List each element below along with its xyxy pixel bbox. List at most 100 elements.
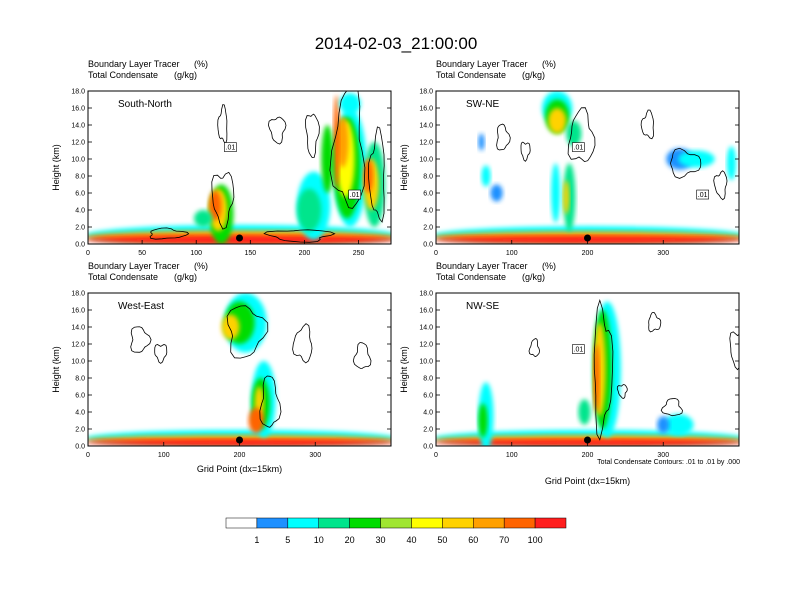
colorbar-swatch [349,517,381,529]
condensate-contour [267,116,287,145]
y-tick-label: 12.0 [419,140,433,147]
contour-label-box [572,142,585,152]
colorbar-swatch [256,517,289,529]
x-tick-label: 200 [582,452,594,459]
panel-title-condensate-units: (g/kg) [174,70,197,80]
y-tick-label: 18.0 [71,291,85,298]
y-tick-label: 8.0 [75,174,85,181]
tracer-blob [336,116,349,168]
contour-label: .01 [350,192,360,199]
condensate-contour [520,141,531,162]
condensate-contour [352,342,372,369]
surface-point-marker [236,234,243,242]
tracer-blob [194,210,213,227]
colorbar-label: 60 [468,535,478,545]
condensate-contour [211,171,235,230]
panel-title-tracer-units: (%) [542,59,556,69]
x-tick-label: 200 [299,250,311,257]
y-tick-label: 10.0 [419,359,433,366]
condensate-contour [329,91,366,209]
panel-title-tracer: Boundary Layer Tracer [88,261,180,271]
panel-south-north: Boundary Layer Tracer (%) Total Condensate… [51,59,392,257]
x-tick-label: 50 [138,250,146,257]
tracer-blob [548,108,567,134]
contour-label: .01 [574,347,584,354]
x-tick-label: 100 [506,452,518,459]
colorbar-label: 5 [285,535,290,545]
panel-title-tracer-units: (%) [194,261,208,271]
y-tick-label: 4.0 [423,410,433,417]
x-tick-label: 150 [244,250,256,257]
x-axis-label: Grid Point (dx=15km) [197,464,282,474]
tracer-blob [209,190,222,221]
condensate-contours [130,305,372,428]
y-tick-label: 10.0 [71,157,85,164]
panel-label: South-North [118,99,172,110]
y-tick-label: 12.0 [71,140,85,147]
y-tick-label: 6.0 [75,191,85,198]
condensate-contour [496,123,511,151]
y-tick-label: 0.0 [423,444,433,451]
condensate-contour [593,298,614,441]
condensate-contour [154,344,168,364]
surface-point-marker [584,234,591,242]
tracer-blob [321,125,334,193]
panel-title-condensate: Total Condensate [436,70,506,80]
tracer-blob [663,414,694,436]
y-tick-label: 8.0 [423,174,433,181]
x-tick-label: 300 [657,250,669,257]
condensate-contour [670,147,702,179]
x-tick-label: 0 [434,452,438,459]
condensate-contour [130,326,152,353]
y-axis-label: Height (km) [51,346,61,393]
panel-title-tracer: Boundary Layer Tracer [436,59,528,69]
condensate-contour [259,375,282,428]
tracer-blob [478,133,485,151]
y-tick-label: 18.0 [71,89,85,96]
condensate-contour [292,323,313,364]
condensate-contour [616,384,628,399]
colorbar-swatch [225,517,258,529]
condensate-contour [528,338,541,357]
condensate-note: Total Condensate Contours: .01 to .01 by… [597,459,740,466]
condensate-contour [729,331,739,371]
panel-label: SW-NE [466,99,499,110]
y-tick-label: 14.0 [71,325,85,332]
y-tick-label: 6.0 [423,191,433,198]
x-tick-label: 0 [434,250,438,257]
tracer-blob [563,163,576,232]
contour-label: .01 [574,145,584,152]
condensate-contour [367,126,385,223]
y-tick-label: 6.0 [423,393,433,400]
colorbar-swatch [380,517,412,529]
panel-title-tracer: Boundary Layer Tracer [88,59,180,69]
condensate-contour [263,229,336,243]
colorbar-label: 10 [314,535,324,545]
tracer-blob [593,344,600,412]
condensate-contour [713,170,728,201]
y-tick-label: 0.0 [75,444,85,451]
colorbar-label: 20 [345,535,355,545]
x-tick-label: 0 [86,452,90,459]
condensate-contour [640,109,654,140]
y-tick-label: 0.0 [423,242,433,249]
tracer-blob [481,165,491,187]
tracer-field [436,301,739,446]
tracer-field [88,93,391,244]
y-tick-label: 12.0 [419,342,433,349]
condensate-contour [217,104,228,145]
y-tick-label: 16.0 [419,106,433,113]
panel-nw-se: Boundary Layer Tracer (%) Total Condensate… [399,261,740,486]
colorbar-label: 100 [528,535,543,545]
panel-title-condensate: Total Condensate [88,70,158,80]
x-tick-label: 100 [190,250,202,257]
colorbar-swatch [534,517,567,529]
y-axis-label: Height (km) [51,144,61,191]
tracer-blob [490,184,503,202]
tracer-blob [657,416,670,434]
y-tick-label: 16.0 [71,106,85,113]
colorbar-label: 30 [376,535,386,545]
x-tick-label: 200 [234,452,246,459]
colorbar: 1 5 10 20 30 40 50 60 70 100 [225,517,567,545]
